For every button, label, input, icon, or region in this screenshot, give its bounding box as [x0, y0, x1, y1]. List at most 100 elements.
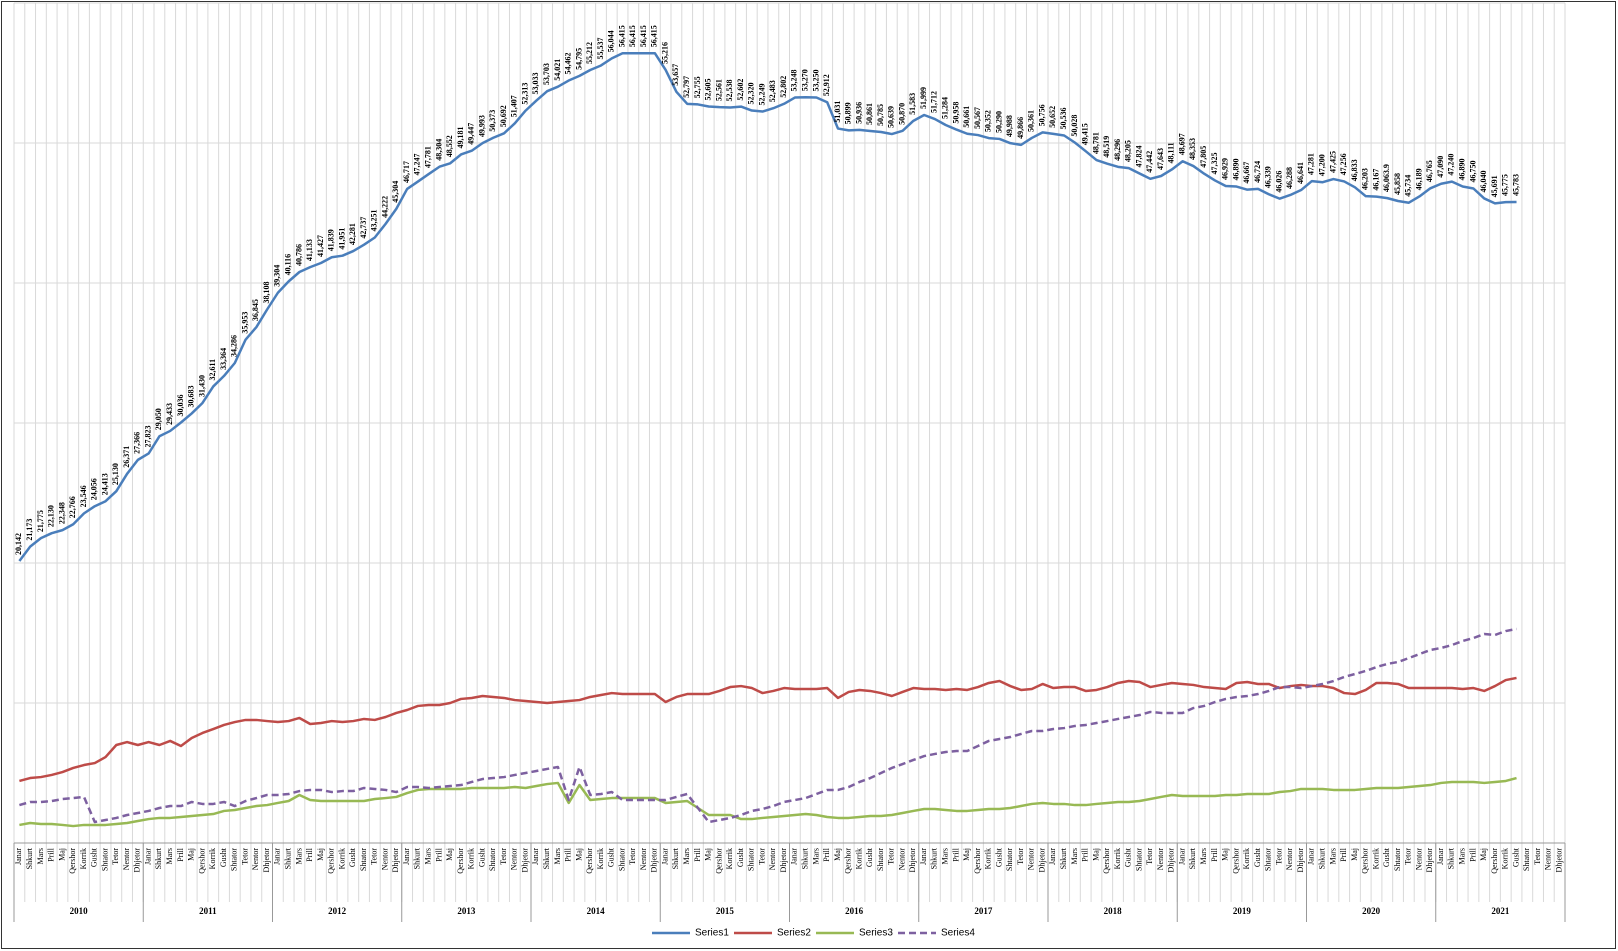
data-label: 23,546 — [79, 485, 88, 507]
x-tick-label: Korrik — [984, 848, 993, 869]
data-label: 40,786 — [294, 244, 303, 266]
data-label: 47,247 — [413, 154, 422, 176]
x-tick-label: Nentor — [639, 848, 648, 871]
x-tick-label: Tetor — [111, 848, 120, 865]
x-tick-label: Prill — [176, 847, 185, 862]
data-label: 53,033 — [531, 73, 540, 95]
x-tick-label: Mars — [811, 848, 820, 864]
data-label: 30,036 — [176, 394, 185, 416]
x-tick-label: Prill — [564, 847, 573, 862]
x-tick-label: Maj — [187, 848, 196, 861]
data-label: 53,250 — [811, 70, 820, 92]
x-tick-label: Maj — [962, 848, 971, 861]
data-label: 48,353 — [1188, 138, 1197, 160]
data-label: 54,795 — [574, 48, 583, 70]
data-label: 55,537 — [596, 37, 605, 59]
data-label: 47,781 — [424, 146, 433, 168]
x-tick-label: Maj — [1221, 848, 1230, 861]
x-group-label: 2011 — [199, 906, 217, 916]
x-tick-label: Maj — [445, 848, 454, 861]
data-label: 52,320 — [747, 83, 756, 105]
data-label: 55,212 — [585, 42, 594, 64]
data-label: 51,712 — [930, 91, 939, 113]
x-tick-label: Shkurt — [283, 847, 292, 869]
x-tick-label: Korrik — [725, 848, 734, 869]
x-group-label: 2016 — [845, 906, 864, 916]
x-group-label: 2018 — [1104, 906, 1123, 916]
x-tick-label: Gusht — [348, 847, 357, 867]
data-label: 46,929 — [1221, 158, 1230, 180]
x-tick-label: Shtator — [1522, 848, 1531, 871]
data-label: 51,031 — [833, 101, 842, 123]
x-tick-label: Janar — [1307, 848, 1316, 865]
x-tick-label: Nentor — [1027, 848, 1036, 871]
x-tick-label: Nentor — [1544, 848, 1553, 871]
data-label: 52,755 — [693, 76, 702, 98]
data-label: 50,756 — [1037, 104, 1046, 126]
data-label: 46,833 — [1350, 159, 1359, 181]
x-tick-label: Gusht — [90, 847, 99, 867]
data-label: 47,090 — [1436, 156, 1445, 178]
x-tick-label: Maj — [704, 848, 713, 861]
x-tick-label: Qershor — [714, 848, 723, 874]
data-label: 52,912 — [822, 74, 831, 96]
x-tick-label: Korrik — [1113, 848, 1122, 869]
x-tick-label: Dhjetor — [1037, 848, 1046, 873]
x-tick-label: Nentor — [510, 848, 519, 871]
x-tick-label: Prill — [1339, 847, 1348, 862]
x-tick-label: Maj — [1091, 848, 1100, 861]
x-tick-label: Shkurt — [671, 847, 680, 869]
data-label: 50,652 — [1048, 106, 1057, 128]
data-label: 26,371 — [122, 446, 131, 468]
x-tick-label: Mars — [294, 848, 303, 864]
x-tick-label: Shkurt — [800, 847, 809, 869]
data-label: 48,304 — [434, 139, 443, 161]
data-label: 46,063.9 — [1382, 164, 1391, 192]
x-tick-label: Mars — [1328, 848, 1337, 864]
data-label: 47,325 — [1210, 152, 1219, 174]
data-label: 22,348 — [57, 502, 66, 524]
data-label: 45,783 — [1511, 174, 1520, 196]
x-tick-label: Dhjetor — [391, 848, 400, 873]
data-label: 50,870 — [897, 103, 906, 125]
x-tick-label: Prill — [1210, 847, 1219, 862]
x-tick-label: Maj — [1479, 848, 1488, 861]
data-label: 45,734 — [1404, 175, 1413, 197]
x-group-label: 2017 — [974, 906, 993, 916]
x-tick-label: Dhjetor — [262, 848, 271, 873]
data-label: 50,352 — [984, 110, 993, 132]
data-label: 46,167 — [1371, 169, 1380, 191]
data-label: 52,602 — [736, 79, 745, 101]
x-tick-label: Nentor — [1285, 848, 1294, 871]
x-tick-label: Qershor — [1361, 848, 1370, 874]
data-label: 56,415 — [650, 25, 659, 47]
x-tick-label: Korrik — [208, 848, 217, 869]
data-label: 46,203 — [1361, 168, 1370, 190]
x-tick-label: Nentor — [768, 848, 777, 871]
x-tick-label: Korrik — [1371, 848, 1380, 869]
x-tick-label: Dhjetor — [908, 848, 917, 873]
x-tick-label: Tetor — [499, 848, 508, 865]
x-tick-label: Shkurt — [1447, 847, 1456, 869]
x-tick-label: Shkurt — [1059, 847, 1068, 869]
x-tick-label: Maj — [57, 848, 66, 861]
x-group-label: 2010 — [70, 906, 89, 916]
x-tick-label: Mars — [553, 848, 562, 864]
data-label: 46,724 — [1253, 161, 1262, 183]
x-tick-label: Nentor — [380, 848, 389, 871]
x-tick-label: Qershor — [327, 848, 336, 874]
x-tick-label: Korrik — [337, 848, 346, 869]
data-label: 47,281 — [1307, 153, 1316, 175]
x-tick-label: Prill — [47, 847, 56, 862]
data-label: 30,683 — [187, 385, 196, 407]
x-tick-label: Prill — [1081, 847, 1090, 862]
x-tick-label: Tetor — [1404, 848, 1413, 865]
data-label: 50,861 — [865, 103, 874, 125]
x-tick-label: Qershor — [456, 848, 465, 874]
data-label: 55,216 — [660, 42, 669, 64]
x-tick-label: Gusht — [1253, 847, 1262, 867]
data-label: 48,519 — [1102, 136, 1111, 158]
data-label: 50,361 — [1027, 110, 1036, 132]
data-label: 51,999 — [919, 87, 928, 109]
x-tick-label: Qershor — [197, 848, 206, 874]
